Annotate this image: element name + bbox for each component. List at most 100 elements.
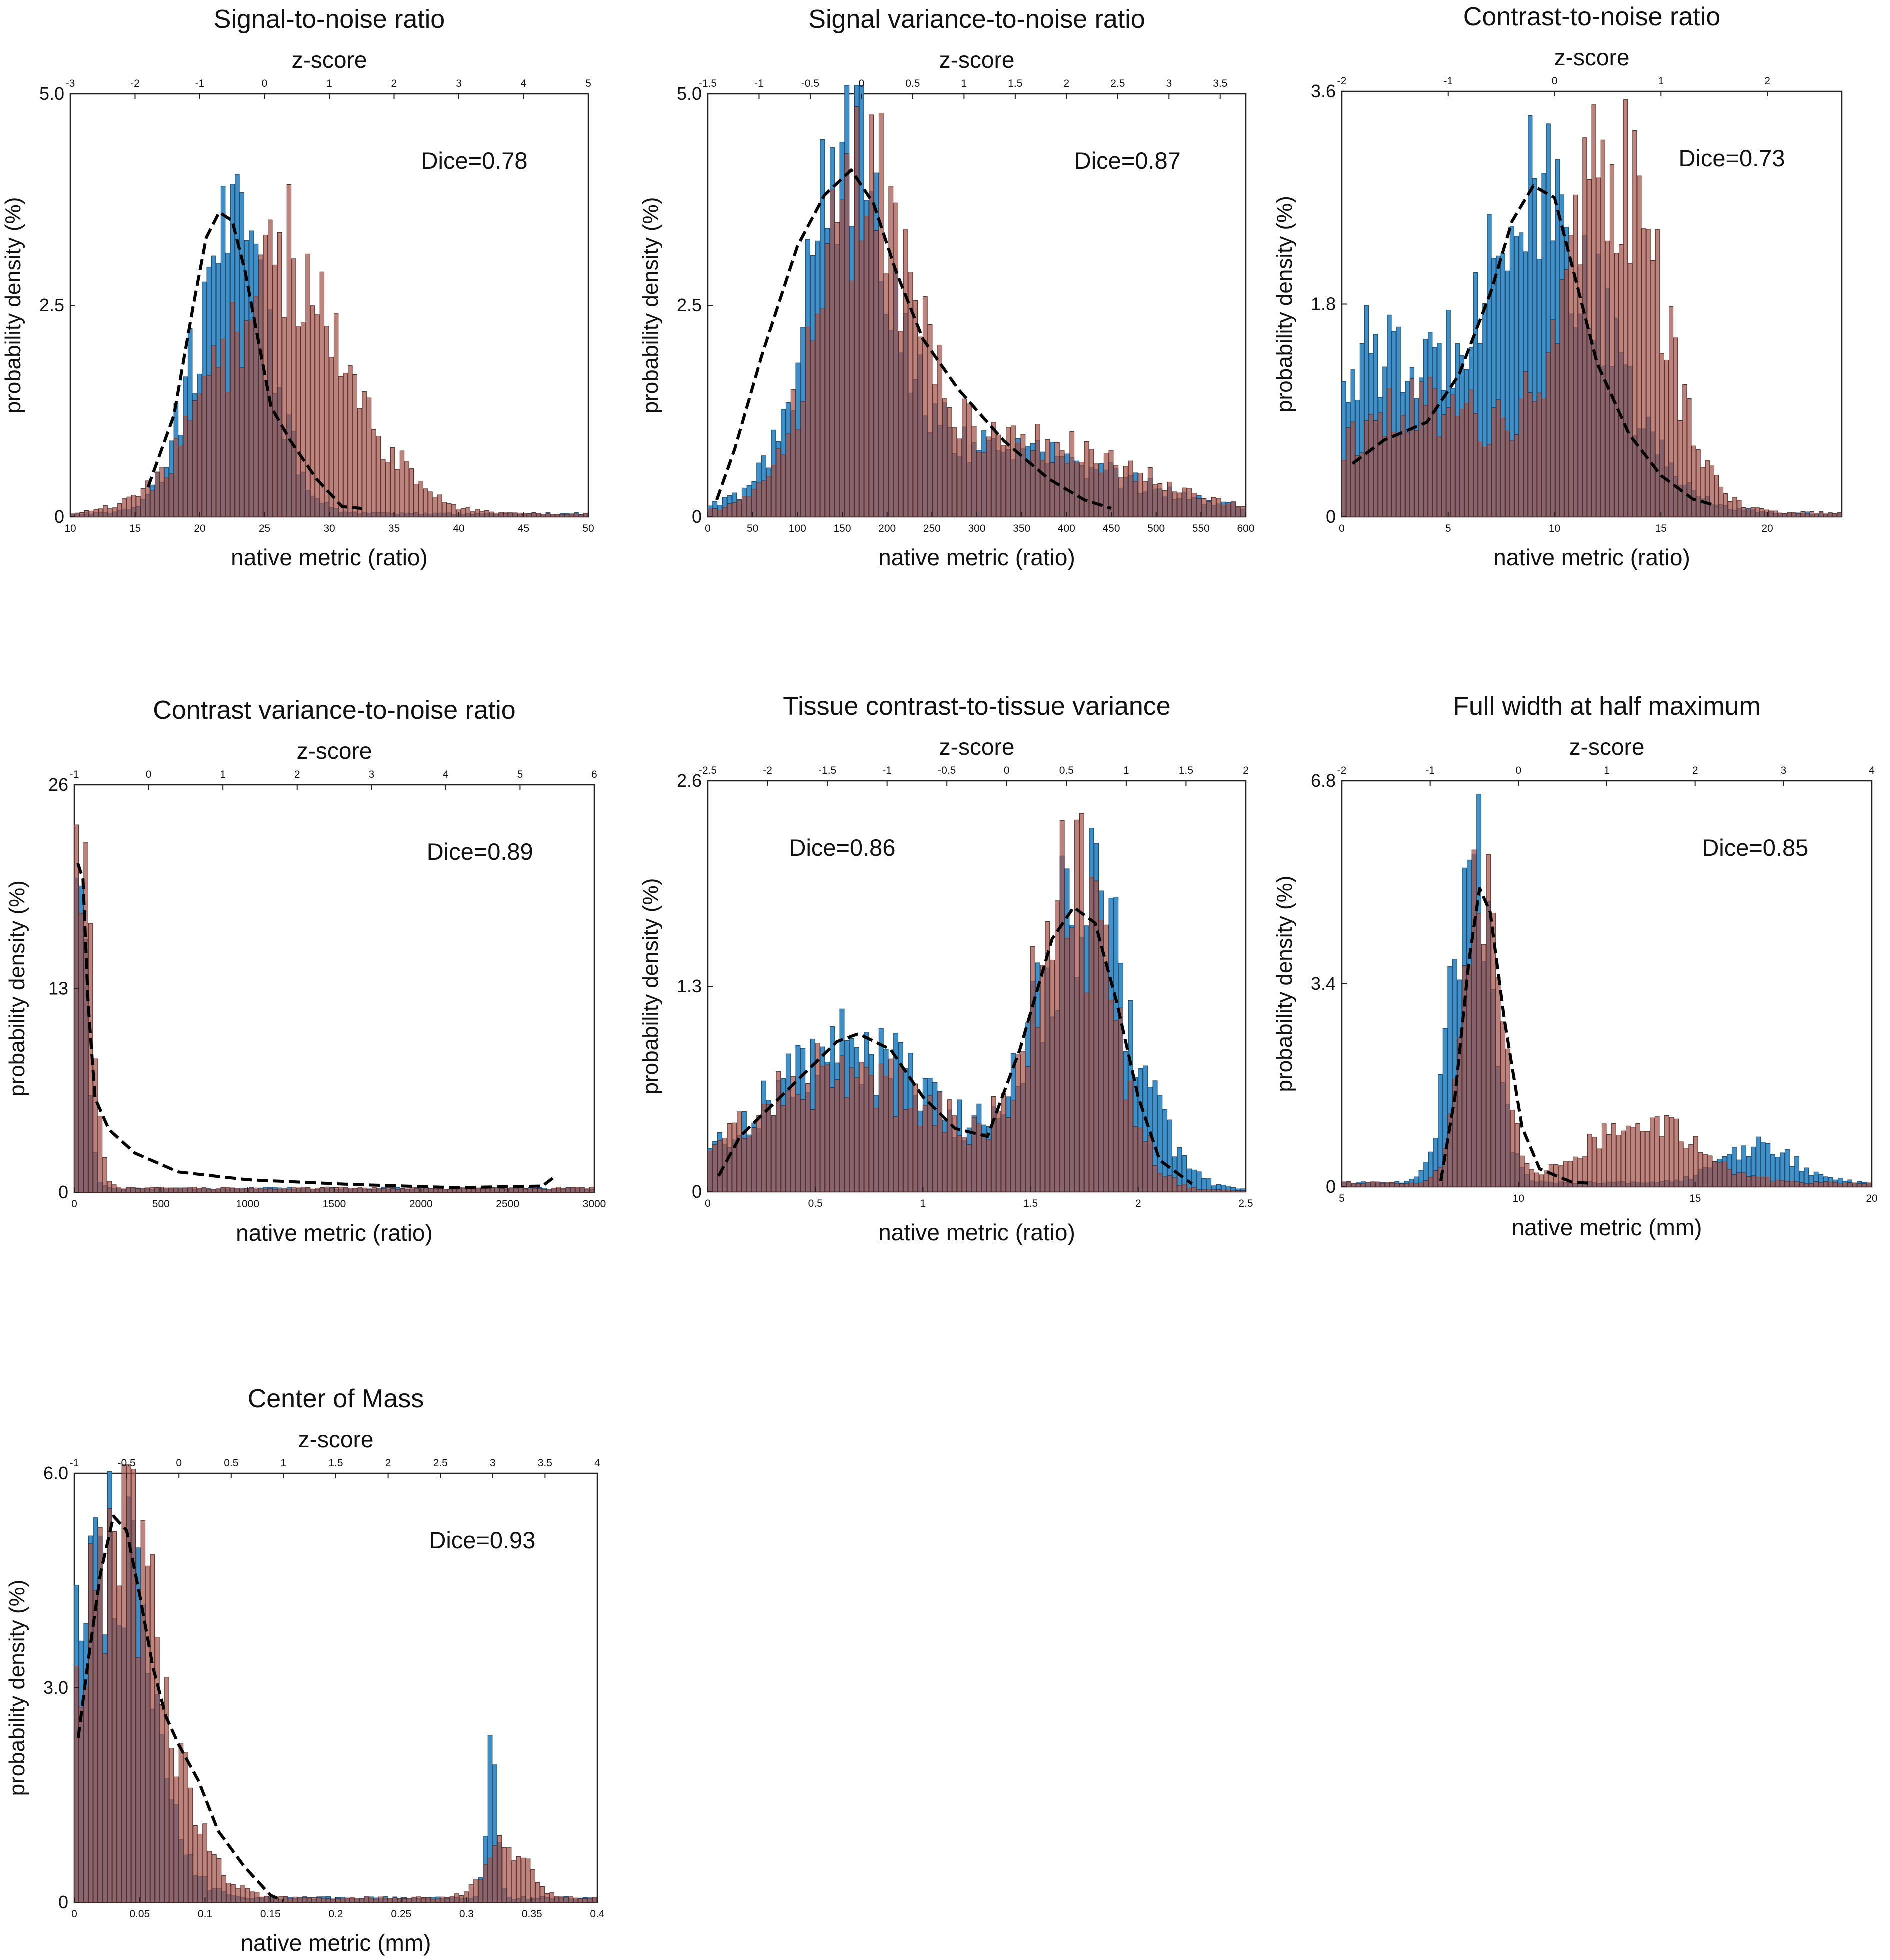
bar-red bbox=[1177, 492, 1182, 518]
z-tick-label: 0.5 bbox=[224, 1458, 238, 1469]
bar-red bbox=[1177, 1185, 1182, 1192]
bar-red bbox=[815, 1043, 820, 1192]
bar-red bbox=[461, 1188, 467, 1193]
bar-red bbox=[1823, 1182, 1828, 1188]
bar-red bbox=[550, 514, 555, 518]
density-curve bbox=[717, 906, 1193, 1186]
bar-red bbox=[878, 112, 884, 518]
bar-red bbox=[1674, 1118, 1679, 1188]
bar-red bbox=[1650, 260, 1655, 518]
bar-red bbox=[1491, 408, 1496, 518]
bar-red bbox=[140, 488, 146, 518]
bar-red bbox=[253, 1188, 259, 1193]
bar-red bbox=[136, 1657, 141, 1903]
bar-red bbox=[197, 394, 202, 518]
x-tick-label: 15 bbox=[1655, 523, 1667, 534]
bar-red bbox=[1123, 1100, 1128, 1192]
x-tick-label: 2000 bbox=[409, 1198, 433, 1210]
bar-red bbox=[494, 1188, 500, 1193]
bar-red bbox=[381, 1188, 386, 1193]
bar-red bbox=[381, 459, 386, 518]
bar-red bbox=[1010, 1100, 1016, 1192]
bar-red bbox=[1437, 436, 1442, 518]
bar-red bbox=[121, 1188, 126, 1193]
bar-red bbox=[1404, 1184, 1409, 1188]
bar-red bbox=[93, 509, 99, 518]
bar-red bbox=[1074, 462, 1079, 518]
bar-red bbox=[1544, 1170, 1549, 1188]
bar-red bbox=[202, 376, 207, 518]
bar-red bbox=[1094, 880, 1099, 1192]
bar-red bbox=[338, 376, 343, 518]
bar-red bbox=[182, 1188, 188, 1193]
bar-red bbox=[918, 1126, 923, 1192]
bar-red bbox=[1862, 1184, 1867, 1188]
bar-red bbox=[433, 1188, 438, 1193]
bar-red bbox=[1231, 502, 1236, 518]
bar-red bbox=[986, 1140, 991, 1192]
bar-red bbox=[385, 462, 390, 518]
bar-red bbox=[168, 1188, 174, 1193]
bar-red bbox=[1069, 431, 1075, 518]
bar-red bbox=[1495, 977, 1501, 1188]
bar-red bbox=[1152, 484, 1158, 518]
bar-red bbox=[286, 1189, 292, 1193]
bar-red bbox=[264, 1896, 269, 1903]
bar-red bbox=[430, 1899, 436, 1903]
bar-red bbox=[230, 302, 235, 518]
x-axis-label: native metric (ratio) bbox=[1493, 544, 1690, 570]
bar-red bbox=[1842, 1182, 1848, 1188]
bar-red bbox=[722, 1138, 727, 1192]
bar-red bbox=[411, 1896, 417, 1903]
bar-red bbox=[432, 498, 438, 518]
bar-red bbox=[258, 254, 263, 518]
bar-red bbox=[216, 367, 221, 518]
bar-red bbox=[291, 258, 296, 518]
bar-red bbox=[74, 824, 79, 1193]
bar-red bbox=[1659, 1136, 1665, 1188]
bar-red bbox=[126, 1187, 131, 1193]
bar-red bbox=[898, 331, 903, 518]
bar-red bbox=[155, 1637, 160, 1903]
bar-red bbox=[1196, 1190, 1202, 1192]
bar-red bbox=[1025, 1066, 1031, 1192]
bar-red bbox=[771, 465, 776, 518]
bars-red-series bbox=[70, 184, 588, 518]
bar-red bbox=[376, 436, 381, 518]
x-tick-label: 15 bbox=[129, 523, 141, 534]
bar-red bbox=[1459, 409, 1464, 518]
bar-red bbox=[1770, 1182, 1775, 1188]
bar-red bbox=[1201, 1190, 1207, 1192]
bar-red bbox=[245, 1888, 250, 1903]
bar-red bbox=[544, 1893, 550, 1903]
bar-red bbox=[426, 1898, 431, 1903]
bar-red bbox=[173, 1188, 178, 1193]
bar-red bbox=[834, 1079, 840, 1192]
bar-red bbox=[253, 296, 259, 518]
chart-title: Contrast variance-to-noise ratio bbox=[153, 696, 515, 725]
bar-red bbox=[1015, 443, 1021, 518]
bar-red bbox=[1764, 510, 1769, 518]
bar-red bbox=[390, 447, 395, 518]
bar-red bbox=[580, 1187, 585, 1193]
bar-red bbox=[1099, 920, 1104, 1192]
bar-red bbox=[527, 514, 532, 518]
bar-red bbox=[1143, 481, 1148, 518]
bar-red bbox=[1118, 478, 1123, 518]
bar-red bbox=[489, 512, 494, 518]
bar-red bbox=[559, 1896, 564, 1903]
bar-red bbox=[335, 1898, 341, 1903]
bar-red bbox=[878, 1064, 884, 1192]
bar-red bbox=[183, 416, 188, 518]
bar-red bbox=[1780, 1180, 1785, 1188]
bar-red bbox=[1084, 992, 1089, 1192]
y-axis-label: probability density (%) bbox=[1272, 196, 1297, 412]
z-tick-label: -2 bbox=[130, 78, 140, 90]
x-axis-label: native metric (ratio) bbox=[236, 1220, 433, 1246]
bar-red bbox=[268, 1188, 273, 1193]
z-axis-label: z-score bbox=[298, 1426, 374, 1452]
bar-red bbox=[1564, 269, 1569, 518]
bar-red bbox=[1696, 450, 1701, 518]
dice-annotation: Dice=0.86 bbox=[789, 834, 896, 861]
bar-red bbox=[957, 438, 962, 518]
